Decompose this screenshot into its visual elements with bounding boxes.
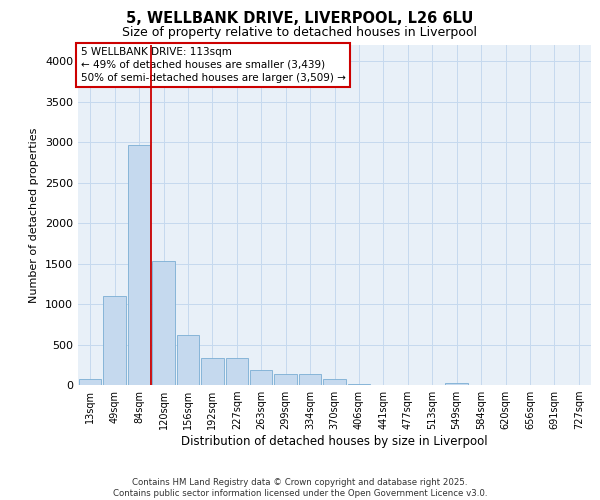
X-axis label: Distribution of detached houses by size in Liverpool: Distribution of detached houses by size …: [181, 435, 488, 448]
Bar: [323, 380, 346, 385]
Bar: [79, 379, 101, 385]
Bar: [347, 384, 370, 385]
Bar: [152, 261, 175, 385]
Bar: [445, 382, 468, 385]
Text: 5 WELLBANK DRIVE: 113sqm
← 49% of detached houses are smaller (3,439)
50% of sem: 5 WELLBANK DRIVE: 113sqm ← 49% of detach…: [80, 46, 346, 83]
Bar: [176, 335, 199, 385]
Text: 5, WELLBANK DRIVE, LIVERPOOL, L26 6LU: 5, WELLBANK DRIVE, LIVERPOOL, L26 6LU: [127, 11, 473, 26]
Bar: [128, 144, 151, 385]
Bar: [103, 296, 126, 385]
Bar: [201, 358, 224, 385]
Y-axis label: Number of detached properties: Number of detached properties: [29, 128, 40, 302]
Bar: [274, 374, 297, 385]
Text: Size of property relative to detached houses in Liverpool: Size of property relative to detached ho…: [122, 26, 478, 39]
Text: Contains HM Land Registry data © Crown copyright and database right 2025.
Contai: Contains HM Land Registry data © Crown c…: [113, 478, 487, 498]
Bar: [250, 370, 272, 385]
Bar: [226, 358, 248, 385]
Bar: [299, 374, 322, 385]
